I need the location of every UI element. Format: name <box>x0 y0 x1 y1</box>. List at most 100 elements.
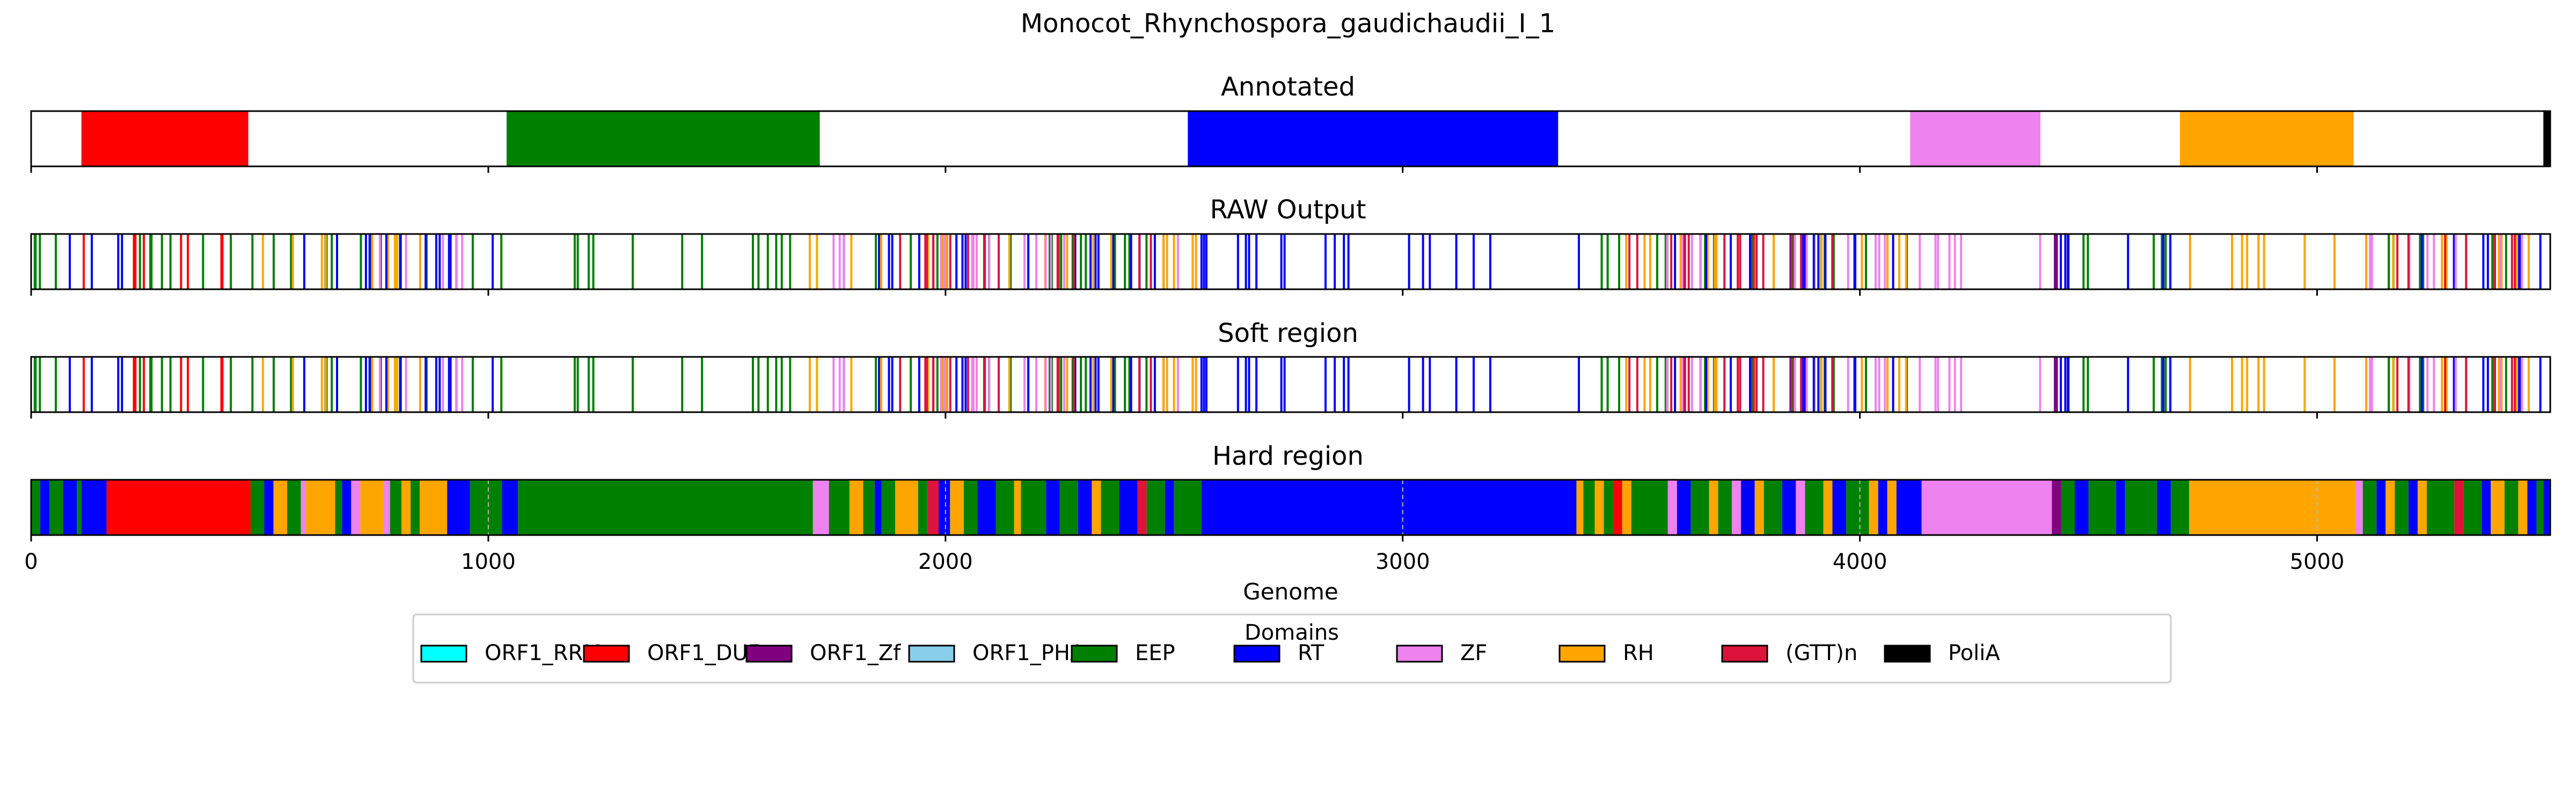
segment-rh <box>1594 480 1604 535</box>
segment-eep <box>390 480 402 535</box>
segment-rh <box>273 480 288 535</box>
legend-entries: ORF1_RRM ORF1_DUF ORF1_Zf ORF1_PHA EEP RT ZF RH… <box>420 641 2000 665</box>
legend-swatch-orf1-zf <box>745 645 793 663</box>
segment-rt <box>81 480 107 535</box>
segment-eep <box>2061 480 2075 535</box>
x-tick-label: 2000 <box>918 550 973 574</box>
panel-raw: RAW Output <box>30 195 2551 296</box>
segment-rh <box>2417 480 2427 535</box>
segment-rt <box>2527 480 2537 535</box>
plot-frame <box>30 356 2551 413</box>
legend-swatch-orf1-duf <box>583 645 630 663</box>
segment-rh <box>2189 480 2356 535</box>
plot-annotated <box>30 110 2551 173</box>
segment-eep <box>1718 480 1732 535</box>
plot-soft <box>30 356 2551 419</box>
segment-rh <box>2491 480 2505 535</box>
segment-rt <box>2408 480 2418 535</box>
segment-rt <box>2116 480 2125 535</box>
segment-eep <box>470 480 502 535</box>
segment-eep <box>1021 480 1046 535</box>
segment-rh <box>1014 480 1021 535</box>
legend-label-orf1-pha: ORF1_PHA <box>972 641 1085 665</box>
segment-rt <box>2157 480 2171 535</box>
segment-rt <box>2543 480 2550 535</box>
segment-zf <box>2355 480 2363 535</box>
segment-zf <box>301 480 306 535</box>
legend-swatch-gtt-n <box>1721 645 1768 663</box>
segment-eep <box>1763 480 1782 535</box>
segment-rt <box>2075 480 2089 535</box>
segment-zf <box>383 480 390 535</box>
segment-rh <box>420 480 448 535</box>
segment-rh <box>849 480 863 535</box>
panel-title-hard: Hard region <box>1212 441 1364 471</box>
segment-zf <box>813 480 829 535</box>
segment-eep <box>2426 480 2455 535</box>
segment-eep <box>506 111 820 166</box>
panel-title-annotated: Annotated <box>1221 72 1355 102</box>
segment-rh <box>1576 480 1584 535</box>
panel-title-soft: Soft region <box>1218 318 1358 348</box>
segment-eep <box>31 480 41 535</box>
segment-rt <box>1896 480 1922 535</box>
x-tick-label: 0 <box>24 550 38 574</box>
legend-label-rh: RH <box>1623 641 1654 665</box>
x-tick-label: 1000 <box>461 550 516 574</box>
segment-rt <box>939 480 950 535</box>
segment-rt <box>264 480 274 535</box>
segment-rt <box>874 480 882 535</box>
legend-frame <box>412 613 2172 684</box>
legend-swatch-orf1-pha <box>908 645 955 663</box>
plot-area <box>31 357 2550 412</box>
segment-orf1-duf <box>81 111 248 166</box>
segment-rt <box>447 480 470 535</box>
segment-eep <box>1583 480 1595 535</box>
segment-rh <box>1887 480 1897 535</box>
segment-rh <box>2385 480 2395 535</box>
legend-title: Domains <box>1245 620 1339 645</box>
segment-rt <box>1832 480 1847 535</box>
segment-eep <box>963 480 978 535</box>
segment-rt <box>502 480 518 535</box>
segment-eep <box>518 480 813 535</box>
segment-eep <box>881 480 896 535</box>
segment-eep <box>2088 480 2116 535</box>
legend-label-gtt-n: (GTT)n <box>1785 641 1857 665</box>
x-axis: 0 1000 2000 3000 4000 5000 <box>24 550 2344 574</box>
segment-rt <box>1878 480 1887 535</box>
legend-swatch-eep <box>1071 645 1118 663</box>
legend-swatch-rt <box>1233 645 1280 663</box>
segment-rt <box>1782 480 1796 535</box>
segment-rt <box>1188 111 1558 166</box>
segment-zf <box>351 480 361 535</box>
plot-frame <box>30 479 2551 536</box>
segment-eep <box>287 480 301 535</box>
segment-rt <box>1078 480 1092 535</box>
segment-eep <box>829 480 850 535</box>
segment-eep <box>250 480 265 535</box>
segment-eep <box>49 480 63 535</box>
legend-label-eep: EEP <box>1135 641 1175 665</box>
legend-label-orf1-rrm: ORF1_RRM <box>485 641 602 665</box>
legend-swatch-orf1-rrm <box>420 645 467 663</box>
legend-label-orf1-duf: ORF1_DUF <box>647 641 760 665</box>
segment-eep <box>996 480 1014 535</box>
segment-orf1-duf <box>1613 480 1622 535</box>
legend-label-polia: PoliA <box>1948 641 2000 665</box>
x-tick-label: 5000 <box>2290 550 2345 574</box>
legend-swatch-polia <box>1884 645 1931 663</box>
segment-zf <box>1732 480 1741 535</box>
segment-rh <box>1754 480 1764 535</box>
segment-eep <box>1146 480 1165 535</box>
segment-eep <box>77 480 82 535</box>
legend-swatch-rh <box>1558 645 1606 663</box>
legend-label-zf: ZF <box>1460 641 1487 665</box>
panel-soft: Soft region <box>30 318 2551 419</box>
segment-rh <box>2518 480 2528 535</box>
segment-rh <box>2179 111 2354 166</box>
segment-rt <box>2376 480 2386 535</box>
chart-title: Monocot_Rhynchospora_gaudichaudii_I_1 <box>1021 9 1556 39</box>
panel-title-raw: RAW Output <box>1210 195 1366 225</box>
segment-rh <box>1823 480 1833 535</box>
